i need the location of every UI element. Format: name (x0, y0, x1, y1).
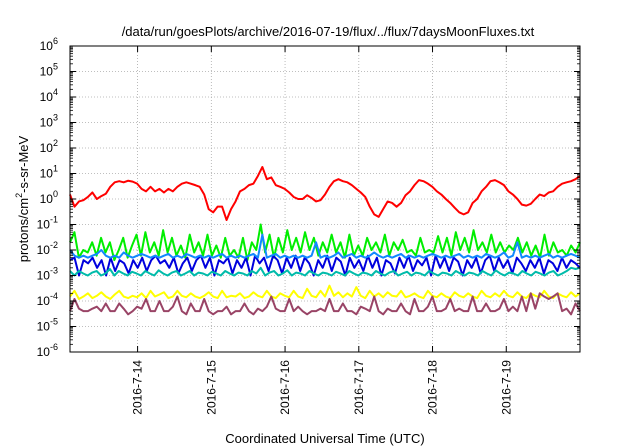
series-line-2 (69, 223, 581, 262)
y-tick-label-exp: -6 (50, 342, 58, 352)
y-tick-label-exp: 1 (53, 164, 58, 174)
y-tick-label: 104 (40, 87, 58, 104)
y-tick-label-base: 10 (37, 269, 51, 283)
y-tick-label-base: 10 (37, 294, 51, 308)
y-tick-label: 100 (40, 189, 58, 206)
x-tick-label: 2016-7-15 (204, 360, 218, 415)
y-tick-label-base: 10 (40, 167, 54, 181)
y-axis: 10610510410310210110010-110-210-310-410-… (37, 36, 580, 359)
y-tick-label-base: 10 (37, 320, 51, 334)
chart-title: /data/run/goesPlots/archive/2016-07-19/f… (122, 24, 535, 39)
y-axis-label-base: protons/cm (16, 198, 31, 262)
y-tick-label-exp: 6 (53, 36, 58, 46)
x-tick-label: 2016-7-14 (131, 360, 145, 415)
y-tick-label-base: 10 (40, 141, 54, 155)
y-tick-label-exp: 3 (53, 113, 58, 123)
y-tick-label-base: 10 (37, 345, 51, 359)
x-tick-label: 2016-7-18 (426, 360, 440, 415)
y-tick-label-exp: -1 (50, 215, 58, 225)
y-tick-label-base: 10 (40, 192, 54, 206)
y-tick-label-exp: -4 (50, 291, 58, 301)
y-tick-label: 103 (40, 113, 58, 130)
y-tick-label-base: 10 (40, 116, 54, 130)
series-line-1 (69, 165, 581, 222)
y-tick-label-exp: -2 (50, 240, 58, 250)
y-tick-label: 10-6 (37, 342, 58, 359)
y-tick-label: 10-3 (37, 266, 58, 283)
y-tick-label-base: 10 (37, 218, 51, 232)
y-tick-label: 10-2 (37, 240, 58, 257)
series-line-6 (69, 284, 581, 300)
y-tick-label-base: 10 (40, 90, 54, 104)
y-tick-label-base: 10 (40, 39, 54, 53)
y-axis-label-sup: 2 (14, 193, 24, 198)
series-layer (69, 165, 581, 316)
y-tick-label: 10-5 (37, 317, 58, 334)
y-tick-label: 101 (40, 164, 58, 181)
y-tick-label-exp: -5 (50, 317, 58, 327)
y-tick-label: 10-1 (37, 215, 58, 232)
y-tick-label: 106 (40, 36, 58, 53)
x-axis-label: Coordinated Universal Time (UTC) (225, 431, 424, 446)
x-tick-label: 2016-7-16 (278, 360, 292, 415)
y-tick-label: 10-4 (37, 291, 58, 308)
y-axis-label-rest: -s-sr-MeV (16, 135, 31, 192)
y-tick-label-exp: 0 (53, 189, 58, 199)
series-line-4 (69, 233, 581, 259)
y-tick-label-base: 10 (37, 243, 51, 257)
x-tick-label: 2016-7-19 (499, 360, 513, 415)
y-axis-label: protons/cm2-s-sr-MeV (14, 135, 31, 262)
y-tick-label: 105 (40, 62, 58, 79)
x-tick-label: 2016-7-17 (352, 360, 366, 415)
y-tick-label: 102 (40, 138, 58, 155)
x-axis: 2016-7-14 2016-7-15 2016-7-16 2016-7-17 2016… (131, 46, 513, 415)
y-tick-label-base: 10 (40, 65, 54, 79)
y-tick-label-exp: -3 (50, 266, 58, 276)
y-tick-label-exp: 4 (53, 87, 58, 97)
y-tick-label-exp: 5 (53, 62, 58, 72)
series-line-7 (69, 292, 581, 316)
y-tick-label-exp: 2 (53, 138, 58, 148)
series-line-5 (69, 266, 581, 277)
